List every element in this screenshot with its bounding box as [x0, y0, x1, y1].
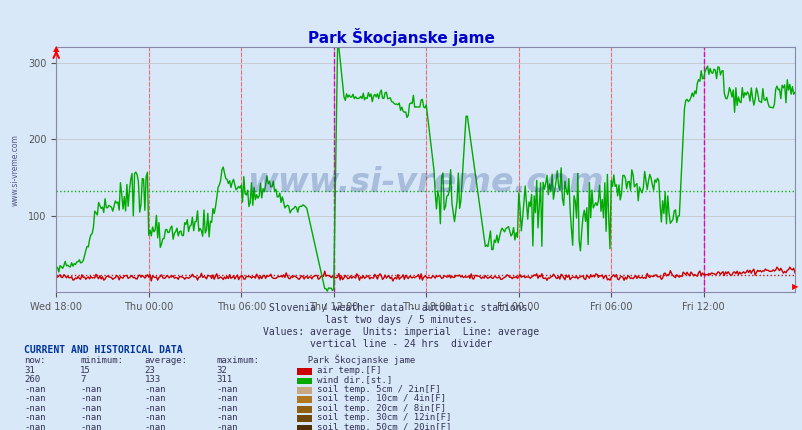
Text: Values: average  Units: imperial  Line: average: Values: average Units: imperial Line: av…: [263, 327, 539, 337]
Text: soil temp. 20cm / 8in[F]: soil temp. 20cm / 8in[F]: [317, 404, 446, 413]
Text: Park Škocjanske jame: Park Škocjanske jame: [297, 355, 415, 366]
Text: now:: now:: [24, 356, 46, 366]
Text: -nan: -nan: [217, 385, 238, 394]
Text: -nan: -nan: [144, 423, 166, 430]
Text: -nan: -nan: [80, 413, 102, 422]
Text: 15: 15: [80, 366, 91, 375]
Text: -nan: -nan: [24, 404, 46, 413]
Text: Slovenia / weather data - automatic stations.: Slovenia / weather data - automatic stat…: [269, 303, 533, 313]
Text: -nan: -nan: [144, 404, 166, 413]
Text: -nan: -nan: [144, 385, 166, 394]
Text: last two days / 5 minutes.: last two days / 5 minutes.: [325, 315, 477, 325]
Text: -nan: -nan: [24, 385, 46, 394]
Text: Park Škocjanske jame: Park Škocjanske jame: [308, 28, 494, 46]
Text: 32: 32: [217, 366, 227, 375]
Text: soil temp. 10cm / 4in[F]: soil temp. 10cm / 4in[F]: [317, 394, 446, 403]
Text: CURRENT AND HISTORICAL DATA: CURRENT AND HISTORICAL DATA: [24, 344, 183, 355]
Text: 133: 133: [144, 375, 160, 384]
Text: ▲: ▲: [53, 44, 59, 53]
Text: average:: average:: [144, 356, 188, 366]
Text: soil temp. 30cm / 12in[F]: soil temp. 30cm / 12in[F]: [317, 413, 451, 422]
Text: -nan: -nan: [80, 394, 102, 403]
Text: -nan: -nan: [217, 404, 238, 413]
Text: 260: 260: [24, 375, 40, 384]
Text: ▶: ▶: [791, 282, 797, 291]
Text: 7: 7: [80, 375, 86, 384]
Text: maximum:: maximum:: [217, 356, 260, 366]
Text: 311: 311: [217, 375, 233, 384]
Text: soil temp. 5cm / 2in[F]: soil temp. 5cm / 2in[F]: [317, 385, 440, 394]
Text: -nan: -nan: [24, 423, 46, 430]
Text: www.si-vreme.com: www.si-vreme.com: [11, 134, 20, 206]
Text: -nan: -nan: [80, 385, 102, 394]
Text: air temp.[F]: air temp.[F]: [317, 366, 381, 375]
Text: wind dir.[st.]: wind dir.[st.]: [317, 375, 392, 384]
Text: -nan: -nan: [144, 394, 166, 403]
Text: -nan: -nan: [80, 423, 102, 430]
Text: -nan: -nan: [24, 394, 46, 403]
Text: 31: 31: [24, 366, 34, 375]
Text: vertical line - 24 hrs  divider: vertical line - 24 hrs divider: [310, 339, 492, 349]
Text: -nan: -nan: [144, 413, 166, 422]
Text: -nan: -nan: [217, 394, 238, 403]
Text: -nan: -nan: [217, 423, 238, 430]
Text: soil temp. 50cm / 20in[F]: soil temp. 50cm / 20in[F]: [317, 423, 451, 430]
Text: 23: 23: [144, 366, 155, 375]
Text: minimum:: minimum:: [80, 356, 124, 366]
Text: www.si-vreme.com: www.si-vreme.com: [247, 166, 603, 199]
Text: -nan: -nan: [80, 404, 102, 413]
Text: -nan: -nan: [24, 413, 46, 422]
Text: -nan: -nan: [217, 413, 238, 422]
